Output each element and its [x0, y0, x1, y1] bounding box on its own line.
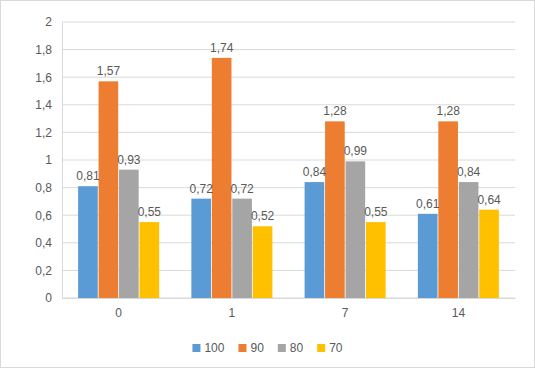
legend-label: 100: [204, 341, 224, 355]
legend-swatch: [238, 344, 246, 352]
chart-frame: [1, 1, 535, 368]
x-tick-label: 14: [452, 306, 466, 320]
y-tick-label: 1,4: [35, 98, 52, 112]
bar: [438, 121, 458, 298]
legend-swatch: [317, 344, 325, 352]
y-tick: 0,6: [35, 209, 62, 223]
y-tick: 0,8: [35, 181, 62, 195]
grid-line: [62, 77, 515, 78]
bar: [366, 222, 386, 298]
legend-label: 70: [329, 341, 343, 355]
bar: [418, 214, 438, 298]
y-tick: 1,4: [35, 98, 62, 112]
y-tick-label: 1,6: [35, 71, 52, 85]
data-label: 0,99: [344, 144, 368, 158]
data-label: 0,81: [76, 169, 100, 183]
y-tick-label: 1,2: [35, 126, 52, 140]
legend-item: 100: [192, 341, 224, 355]
x-tick: 1: [229, 298, 236, 320]
series: [99, 58, 458, 298]
bar: [119, 170, 139, 298]
y-tick-label: 0: [45, 291, 52, 305]
legend-label: 80: [290, 341, 304, 355]
x-tick: 0: [115, 298, 122, 320]
legend-swatch: [278, 344, 286, 352]
grid-line: [62, 49, 515, 50]
legend-item: 80: [278, 341, 304, 355]
y-tick-label: 0,8: [35, 181, 52, 195]
y-tick-label: 0,6: [35, 209, 52, 223]
bar: [212, 58, 232, 298]
x-tick-label: 0: [115, 306, 122, 320]
data-label: 0,72: [190, 182, 214, 196]
y-tick: 0,2: [35, 264, 62, 278]
bar: [346, 161, 366, 298]
x-tick: 14: [452, 298, 466, 320]
y-tick: 0,4: [35, 236, 62, 250]
data-label: 1,28: [323, 104, 347, 118]
legend-label: 90: [250, 341, 264, 355]
series: [119, 161, 478, 298]
y-tick-label: 1,8: [35, 43, 52, 57]
y-tick-label: 2: [45, 15, 52, 29]
bar: [78, 186, 98, 298]
legend-item: 70: [317, 341, 343, 355]
y-tick: 0: [45, 291, 62, 305]
data-label: 1,57: [97, 64, 121, 78]
y-tick-label: 0,4: [35, 236, 52, 250]
y-axis-line: [62, 23, 63, 299]
x-tick-label: 1: [229, 306, 236, 320]
data-label: 0,93: [117, 153, 141, 167]
bar: [191, 199, 211, 298]
y-tick-label: 0,2: [35, 264, 52, 278]
data-label: 0,84: [457, 165, 481, 179]
bar: [139, 222, 159, 298]
bar: [479, 210, 499, 298]
y-axis: 0 0,2 0,4 0,6 0,8 1 1,2 1,4 1,6 1,8 2: [35, 15, 62, 305]
y-tick: 1,6: [35, 71, 62, 85]
data-label: 0,52: [251, 209, 275, 223]
y-tick: 1: [45, 153, 62, 167]
data-label: 0,64: [477, 193, 501, 207]
plot-area: 00,20,40,60,811,21,41,61,82017140,810,72…: [35, 15, 515, 319]
data-label: 1,74: [210, 41, 234, 55]
bar: [459, 182, 479, 298]
grid: [62, 22, 515, 298]
y-tick-label: 1: [45, 153, 52, 167]
y-tick: 2: [45, 15, 62, 29]
bar: [325, 121, 345, 298]
y-tick: 1,2: [35, 126, 62, 140]
series: [139, 210, 498, 298]
data-label: 0,55: [364, 205, 388, 219]
x-axis: 0 1 7 14: [63, 298, 516, 320]
legend-swatch: [192, 344, 200, 352]
bars: [78, 58, 499, 298]
grid-line: [62, 22, 515, 23]
data-label: 0,61: [416, 197, 440, 211]
x-tick-label: 7: [342, 306, 349, 320]
legend-item: 90: [238, 341, 264, 355]
data-label: 0,55: [138, 205, 162, 219]
data-labels: 0,81 0,72 0,84 0,61 1,57 1,74 1,28 1,28 0,93 0,72…: [76, 41, 501, 223]
x-axis-line: [63, 298, 516, 299]
y-tick: 1,8: [35, 43, 62, 57]
legend: 100 90 80 70: [192, 341, 342, 355]
data-label: 0,84: [303, 165, 327, 179]
bar: [232, 199, 252, 298]
bar: [99, 81, 119, 298]
bar: [253, 226, 273, 298]
data-label: 1,28: [436, 104, 460, 118]
chart: 00,20,40,60,811,21,41,61,82017140,810,72…: [0, 0, 535, 368]
bar: [305, 182, 325, 298]
data-label: 0,72: [230, 182, 254, 196]
x-tick: 7: [342, 298, 349, 320]
